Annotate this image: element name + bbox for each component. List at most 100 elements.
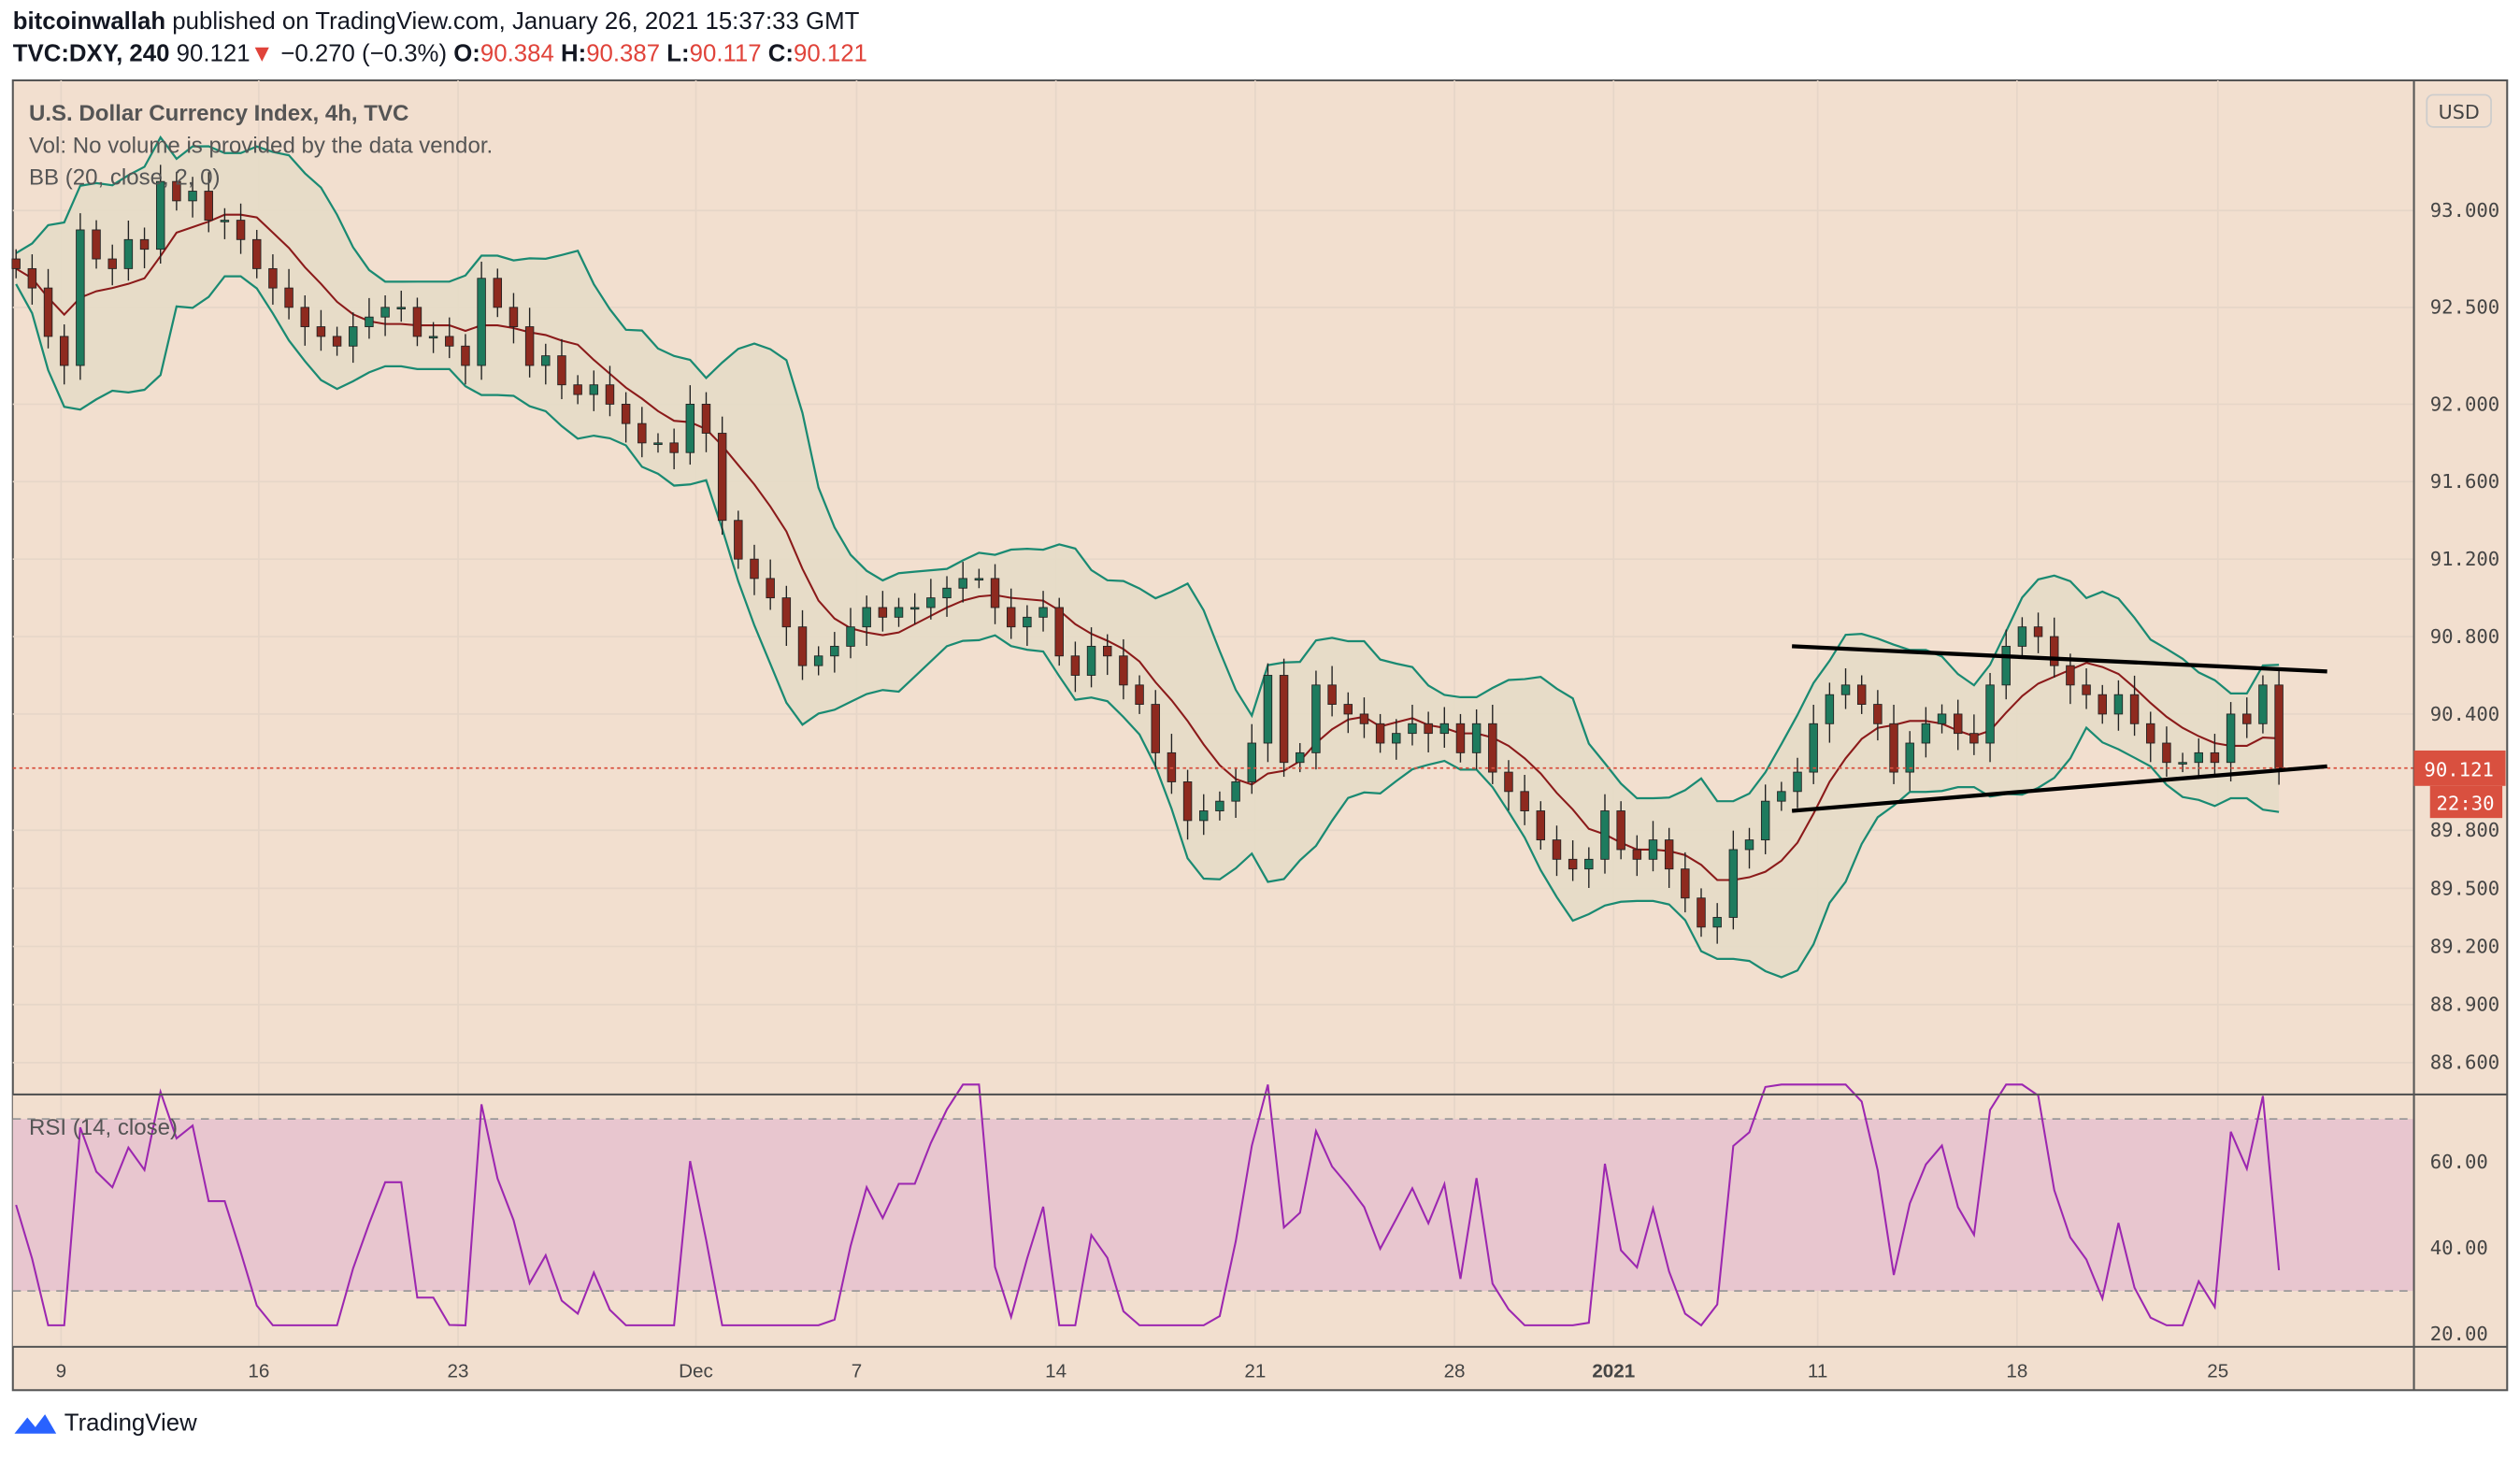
candle-body [524,326,535,366]
price-tick-label: 91.600 [2430,470,2500,493]
time-tick-label: 14 [1045,1361,1067,1382]
time-tick-label: 21 [1244,1361,1266,1382]
low-label: L: [666,39,690,68]
rsi-tick-label: 60.00 [2430,1151,2488,1173]
time-tick-label: 16 [248,1361,269,1382]
candle-body [1681,868,1690,899]
candle-body [1905,742,1914,773]
candle-body [508,307,519,327]
candle-body [2210,751,2220,764]
candle-body [1311,684,1321,753]
candle-body [27,267,37,289]
candle-body [1504,771,1513,793]
axes: 93.000 92.500 92.000 91.600 91.200 90.800 90.4… [56,199,2500,1381]
time-tick-label: Dec [679,1361,713,1382]
candle-body [541,355,551,366]
candle-body [284,287,294,308]
open-label: O: [453,39,480,68]
time-tick-label: 2021 [1592,1361,1635,1382]
candle-body [1825,694,1835,724]
countdown-tag [2429,785,2503,819]
candle-body [2226,713,2236,764]
candle-body [59,336,69,366]
price-tick-label: 92.000 [2430,393,2500,415]
candle-body [1135,684,1144,705]
candle-body [204,191,213,222]
trendline-upper [1792,644,2327,674]
candle-body [428,336,438,339]
candle-body [1520,791,1529,811]
high-label: H: [560,39,587,68]
candle-body [1648,839,1658,860]
price-tick-label: 89.500 [2430,877,2500,899]
candle-body [1086,645,1096,676]
candle-body [2098,694,2107,715]
bb-lower [15,275,2280,979]
candle-body [1151,704,1160,753]
countdown-text: 22:30 [2437,793,2495,815]
candle-body [1424,723,1433,735]
candle-body [1199,810,1209,822]
candle-body [1070,655,1081,676]
price-tick-label: 89.200 [2430,935,2500,957]
candle-body [1231,781,1240,802]
candle-body [862,607,871,628]
candle-body [396,307,406,309]
candle-body [76,229,85,366]
candle-body [813,655,823,666]
time-tick-label: 23 [448,1361,469,1382]
candle-body [621,403,631,424]
candle-body [926,597,936,608]
rsi-band-fill [12,1119,2414,1292]
bb-upper [15,135,2280,803]
time-tick-label: 9 [56,1361,66,1382]
candle-body [1359,713,1369,724]
candle-body [701,403,711,434]
candle-body [942,587,952,599]
candle-body [43,287,53,337]
rsi-tick-label: 20.00 [2430,1323,2488,1345]
down-arrow-icon: ▼ [250,39,275,68]
candle-body [2258,684,2268,724]
publish-info: bitcoinwallah published on TradingView.c… [13,8,860,36]
candle-body [1006,607,1016,628]
candle-body [1279,675,1289,764]
candle-body [365,316,374,327]
candle-body [107,258,117,269]
tradingview-logo[interactable]: TradingView [13,1410,197,1437]
candle-body [172,180,181,202]
author[interactable]: bitcoinwallah [12,7,166,36]
candle-body [766,578,775,599]
candle-body [717,433,727,522]
candle-body [349,326,358,347]
candle-body [1969,733,1979,744]
candle-body [1760,800,1770,841]
price-tick-label: 89.800 [2430,819,2500,841]
candle-body [1054,607,1064,657]
candle-body [1247,742,1256,782]
trendlines[interactable] [1791,644,2327,813]
candle-body [188,191,197,202]
candle-body [2001,645,2011,686]
time-tick-label: 25 [2207,1361,2228,1382]
time-tick-label: 11 [1808,1361,1827,1382]
candle-body [1408,723,1417,735]
price-tick-label: 91.200 [2430,548,2500,570]
candle-body [2274,684,2284,769]
legend-rsi: RSI (14, close) [29,1115,178,1140]
candle-body [412,307,422,337]
currency-button[interactable] [2426,93,2492,128]
candle-body [1023,616,1032,628]
rsi-line [15,1083,2281,1327]
candle-body [1632,849,1642,860]
bb-basis [15,213,2280,881]
candle-body [332,336,342,347]
brand-text: TradingView [64,1409,197,1438]
candle-body [589,384,599,395]
candle-body [1712,917,1722,928]
last-price-tag-text: 90.121 [2424,758,2494,780]
bollinger-bands [15,135,2280,979]
candle-body [573,384,582,395]
high-value: 90.387 [586,39,661,68]
